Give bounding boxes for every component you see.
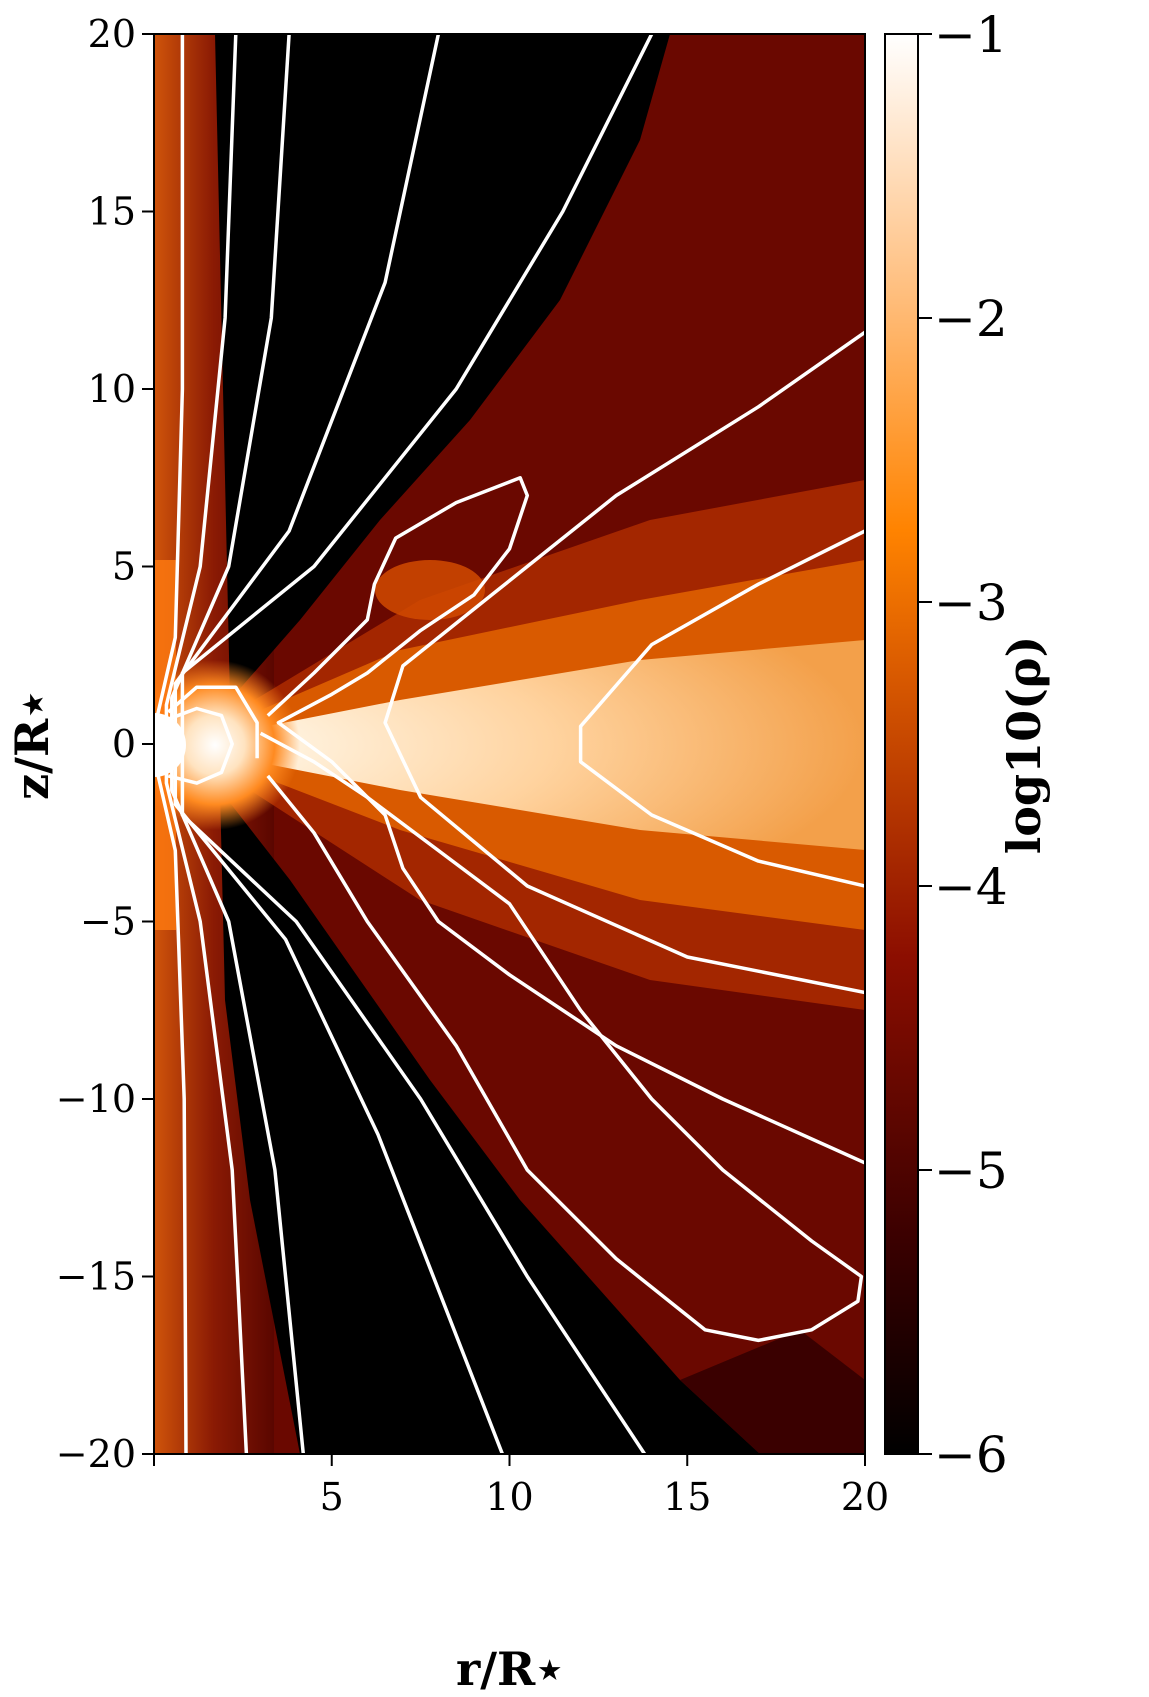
y-tick-label: 10 [88, 367, 136, 411]
x-axis: 5 10 15 20 [153, 1454, 889, 1519]
field-line-line-5 [180, 34, 654, 1454]
colorbar-tick-label: −2 [934, 290, 1008, 348]
field-line-line-8 [266, 476, 865, 1165]
x-tick-label: 10 [485, 1475, 533, 1519]
y-tick-label: −5 [80, 900, 136, 944]
colorbar-tick-label: −4 [934, 858, 1008, 916]
x-axis-label: r/R⋆ [456, 1642, 564, 1696]
colorbar [884, 33, 919, 1455]
colorbar-tick-label: −6 [934, 1426, 1008, 1484]
y-tick-label: 20 [88, 12, 136, 56]
colorbar-axis: −1 −2 −3 −4 −5 −6 [918, 6, 1008, 1484]
field-line-line-9 [259, 731, 864, 1343]
y-tick-label: 0 [112, 722, 136, 766]
magnetic-field-lines [154, 34, 865, 1454]
y-tick-label: 5 [112, 545, 136, 589]
field-line-inner-loop-1 [167, 685, 259, 759]
y-tick-label: 15 [88, 190, 136, 234]
field-line-line-1 [154, 34, 188, 1454]
x-tick-label: 5 [320, 1475, 344, 1519]
field-line-line-6 [383, 330, 865, 995]
y-axis-label: z/R⋆ [5, 690, 59, 800]
density-heatmap [154, 34, 865, 1454]
y-axis: 20 15 10 5 0 −5 −10 −15 −20 [56, 12, 154, 1476]
x-tick-label: 20 [841, 1475, 889, 1519]
colorbar-tick-label: −5 [934, 1142, 1008, 1200]
field-line-line-3 [170, 34, 306, 1454]
field-line-line-7 [578, 529, 865, 888]
y-tick-label: −10 [56, 1077, 136, 1121]
colorbar-label: log10(ρ) [997, 636, 1051, 854]
field-line-line-2 [164, 34, 249, 1454]
colorbar-tick-label: −3 [934, 574, 1008, 632]
field-line-line-4 [173, 34, 505, 1454]
x-tick-label: 15 [663, 1475, 711, 1519]
colorbar-tick-label: −1 [934, 6, 1008, 64]
y-tick-label: −15 [56, 1255, 136, 1299]
field-line-inner-loop-2 [167, 706, 234, 785]
y-tick-label: −20 [56, 1432, 136, 1476]
